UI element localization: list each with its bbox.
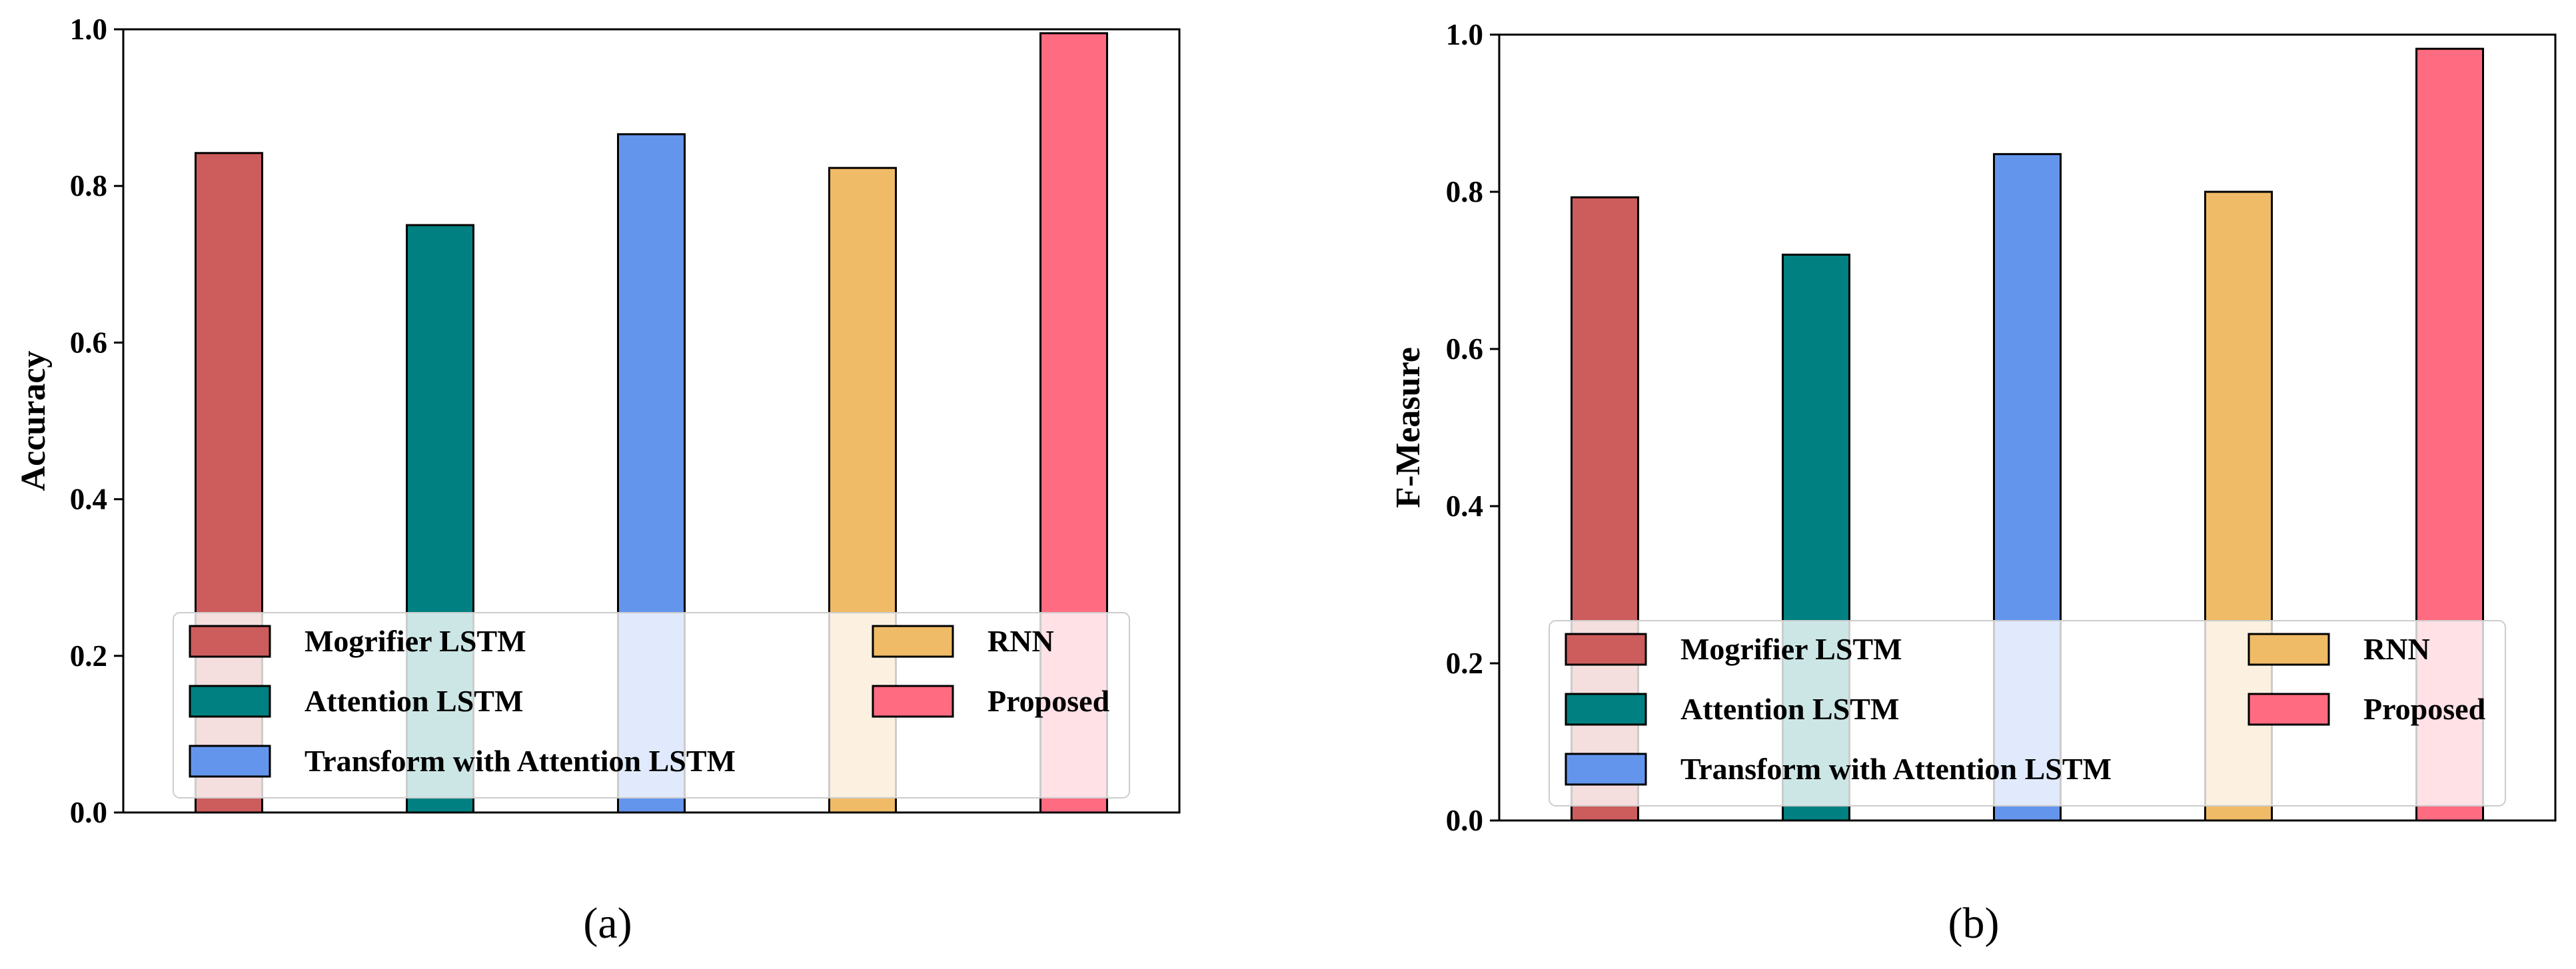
legend-swatch: [2248, 633, 2330, 666]
y-tick-label: 0.6: [70, 326, 107, 359]
y-tick-label: 0.0: [70, 796, 107, 829]
legend-frame: [1549, 620, 2506, 807]
y-tick-label: 0.0: [1446, 804, 1483, 837]
legend-label: Proposed: [2363, 692, 2486, 726]
y-axis-label: F-Measure: [1389, 347, 1427, 508]
legend-frame: [173, 612, 1130, 799]
legend-label: Proposed: [987, 684, 1110, 718]
legend-label: RNN: [2363, 632, 2430, 666]
legend-label: Attention LSTM: [1680, 692, 1899, 726]
legend-item: Transform with Attention LSTM: [1565, 752, 2112, 786]
y-tick-label: 1.0: [70, 13, 107, 46]
legend-swatch: [872, 685, 954, 718]
legend-item: RNN: [872, 624, 1054, 658]
y-axis-label: Accuracy: [15, 351, 53, 491]
legend-label: Mogrifier LSTM: [1680, 632, 1902, 666]
y-axis-ticks: 0.0 0.2 0.4 0.6 0.8 1.0: [1446, 18, 1499, 837]
legend-item: Proposed: [872, 684, 1110, 718]
y-tick-label: 1.0: [1446, 18, 1483, 51]
legend-item: Proposed: [2248, 692, 2486, 726]
legend-item: Attention LSTM: [189, 684, 523, 718]
legend-label: RNN: [987, 624, 1054, 658]
y-tick-label: 0.8: [70, 169, 107, 202]
legend-swatch: [189, 625, 271, 658]
chart-panel-a: 0.0 0.2 0.4 0.6 0.8 1.0 Accuracy Mogrifier LS…: [15, 13, 1181, 948]
legend: Mogrifier LSTM Attention LSTM Transform wi…: [173, 612, 1130, 799]
y-tick-label: 0.8: [1446, 175, 1483, 208]
legend-item: Mogrifier LSTM: [1565, 632, 1902, 666]
legend-swatch: [189, 745, 271, 778]
legend-swatch: [1565, 633, 1647, 666]
legend-label: Transform with Attention LSTM: [305, 744, 736, 778]
legend-item: Attention LSTM: [1565, 692, 1899, 726]
legend-swatch: [1565, 693, 1647, 726]
legend-label: Mogrifier LSTM: [305, 624, 526, 658]
y-tick-label: 0.4: [1446, 489, 1483, 523]
chart-panel-b: 0.0 0.2 0.4 0.6 0.8 1.0 F-Measure Mogrifier L…: [1389, 18, 2557, 948]
legend-swatch: [1565, 753, 1647, 786]
y-tick-label: 0.4: [70, 483, 107, 516]
legend-label: Attention LSTM: [305, 684, 523, 718]
panel-label: (b): [1948, 899, 2000, 948]
y-tick-label: 0.2: [1446, 647, 1483, 680]
legend-label: Transform with Attention LSTM: [1680, 752, 2112, 786]
legend: Mogrifier LSTM Attention LSTM Transform wi…: [1549, 620, 2506, 807]
legend-swatch: [872, 625, 954, 658]
legend-item: Mogrifier LSTM: [189, 624, 526, 658]
panel-label: (a): [583, 899, 632, 948]
y-axis-ticks: 0.0 0.2 0.4 0.6 0.8 1.0: [70, 13, 123, 829]
y-tick-label: 0.6: [1446, 332, 1483, 366]
y-tick-label: 0.2: [70, 639, 107, 673]
legend-swatch: [2248, 693, 2330, 726]
legend-item: RNN: [2248, 632, 2430, 666]
legend-swatch: [189, 685, 271, 718]
legend-item: Transform with Attention LSTM: [189, 744, 736, 778]
